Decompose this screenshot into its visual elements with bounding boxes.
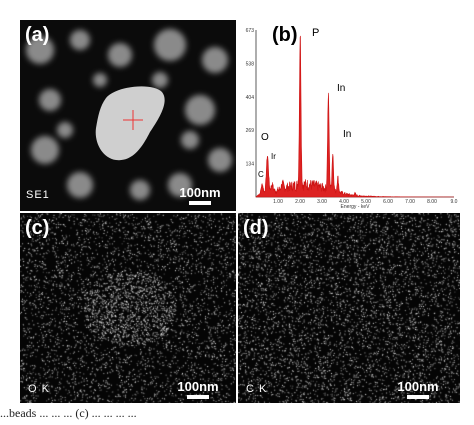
x-tick-labels: 1.00 2.00 3.00 4.00 5.00 6.00 7.00 8.00 9.0 [273, 199, 458, 205]
scalebar-label: 100nm [397, 379, 439, 394]
peak-label-Ir: Ir [271, 152, 276, 161]
crosshair-marker [123, 110, 143, 130]
y-tick-label: 134 [246, 162, 255, 168]
y-tick-label: 673 [246, 28, 255, 34]
panel-a-scalebar: 100nm [172, 185, 228, 205]
panel-b-label: (b) [272, 24, 298, 46]
panel-c-element: O K [28, 383, 50, 395]
sem-texture [26, 29, 232, 200]
x-tick-label: 3.00 [317, 199, 327, 205]
x-tick-label: 5.00 [361, 199, 371, 205]
peak-label-In-1: In [337, 83, 345, 94]
x-tick-label: 2.00 [295, 199, 305, 205]
peak-label-C: C [258, 170, 264, 179]
panel-a-sem-image: (a) SE1 100nm [20, 20, 236, 211]
peak-label-P: P [312, 27, 319, 39]
figure-caption: ...beads ... ... ... (c) ... ... ... ... [0, 406, 137, 420]
y-tick-label: 404 [246, 95, 255, 101]
x-tick-label: 4.00 [339, 199, 349, 205]
noise-map-d [238, 213, 460, 403]
panel-d-element: C K [246, 383, 268, 395]
spectrum-chart: 673 538 404 269 134 1.00 2.00 3.00 4.00 5.00 6.00… [246, 27, 458, 210]
scalebar-bar [407, 395, 429, 399]
panel-a-mode: SE1 [26, 189, 50, 201]
x-tick-label: 8.00 [427, 199, 437, 205]
figure: (a) SE1 100nm 673 538 404 269 134 1.00 2.00 3.… [20, 20, 460, 403]
particle [95, 86, 165, 161]
panel-b-eds-spectrum: 673 538 404 269 134 1.00 2.00 3.00 4.00 5.00 6.00… [238, 20, 460, 211]
scalebar-bar [189, 201, 211, 205]
panel-c-oxygen-map: (c) O K 100nm [20, 213, 236, 403]
panel-c-label: (c) [25, 217, 50, 239]
scalebar-bar [187, 395, 209, 399]
peak-label-In-2: In [343, 129, 351, 140]
y-tick-labels: 673 538 404 269 134 [246, 28, 255, 168]
scalebar-label: 100nm [179, 185, 221, 200]
noise-map-c [20, 213, 236, 403]
peak-label-O: O [261, 132, 269, 143]
y-tick-label: 538 [246, 61, 255, 67]
x-tick-label: 6.00 [383, 199, 393, 205]
panel-c-scalebar: 100nm [170, 379, 226, 399]
y-tick-label: 269 [246, 128, 255, 134]
scalebar-label: 100nm [177, 379, 219, 394]
x-tick-label: 1.00 [273, 199, 283, 205]
panel-d-carbon-map: (d) C K 100nm [238, 213, 460, 403]
x-tick-label: 9.0 [451, 199, 458, 205]
panel-d-label: (d) [243, 217, 269, 239]
x-axis-label: Energy - keV [341, 204, 371, 210]
panel-a-label: (a) [25, 24, 50, 46]
x-tick-label: 7.00 [405, 199, 415, 205]
panel-d-scalebar: 100nm [390, 379, 446, 399]
spectrum-series [255, 35, 455, 198]
